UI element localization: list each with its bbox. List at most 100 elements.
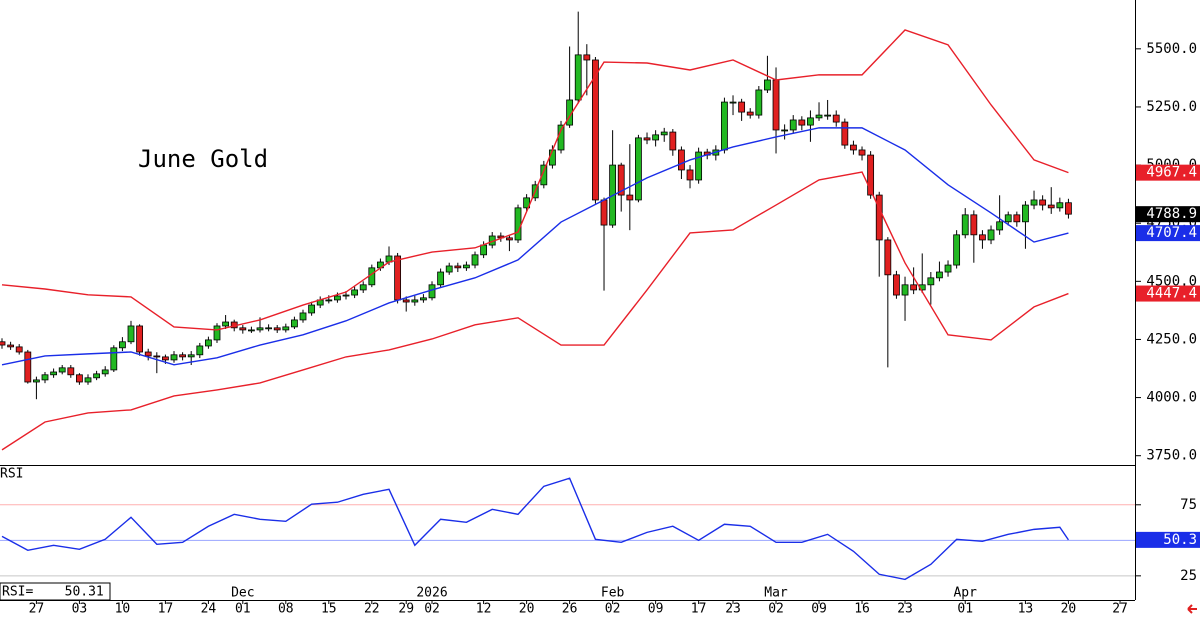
candle-body [755, 89, 763, 116]
candle-body [1039, 199, 1047, 206]
x-tick-label: 10 [115, 602, 131, 617]
x-tick-label: 13 [1018, 602, 1034, 617]
candle-body [643, 137, 651, 141]
value-label-box [1136, 285, 1200, 302]
candle-body [239, 327, 247, 331]
candle-body [480, 244, 488, 256]
candle-body [875, 194, 883, 241]
value-label: 4447.4 [1146, 286, 1197, 302]
x-tick-label: 27 [29, 602, 45, 617]
candle-body [583, 54, 591, 61]
candle-body [24, 351, 32, 383]
candle-body [961, 214, 969, 236]
candle-body [781, 129, 789, 132]
candle-body [832, 114, 840, 123]
value-label-box [1136, 225, 1200, 242]
candle-body [222, 321, 230, 327]
candle-body [1056, 202, 1064, 209]
rsi-readout: RSI= 50.31 [2, 585, 104, 600]
candle-body [600, 199, 608, 226]
candle-body [721, 101, 728, 151]
x-tick-label: 27 [1112, 602, 1128, 617]
candle-body [953, 234, 961, 266]
candle-body [901, 284, 909, 296]
candle-body [76, 374, 83, 383]
candle-body [850, 144, 857, 151]
candle-body [402, 299, 410, 303]
month-label: Feb [601, 586, 625, 601]
candle-body [334, 295, 341, 301]
candle-body [213, 325, 221, 341]
y-tick-label: 4500.0 [1146, 273, 1197, 289]
value-label: 4967.4 [1146, 165, 1197, 181]
candle-body [695, 151, 703, 181]
candle-body [308, 304, 316, 314]
candle-body [282, 326, 290, 331]
candle-body [617, 164, 625, 196]
candle-body [179, 354, 187, 358]
candle-body [196, 345, 204, 356]
rsi-title: RSI [0, 467, 23, 482]
candle-body [936, 271, 943, 279]
month-label: Dec [231, 586, 254, 601]
candle-body [1030, 199, 1038, 206]
x-tick-label: 26 [562, 602, 578, 617]
candle-body [506, 237, 513, 241]
month-label: Apr [953, 586, 977, 601]
candle-body [660, 131, 668, 136]
candle-body [626, 194, 634, 201]
candle-body [858, 149, 866, 156]
x-tick-label: 15 [321, 602, 337, 617]
candle-body [910, 284, 918, 291]
candle-body [411, 299, 419, 303]
candle-body [144, 351, 152, 357]
x-tick-label: 16 [854, 602, 870, 617]
candle-body [445, 265, 453, 273]
x-tick-label: 09 [648, 602, 664, 617]
x-tick-label: 02 [768, 602, 784, 617]
candle-body [893, 274, 900, 296]
candle-body [824, 114, 832, 117]
candle-body [67, 367, 75, 376]
candle-body [1013, 214, 1021, 223]
y-tick-label: 3750.0 [1146, 448, 1197, 464]
candle-body [437, 271, 445, 286]
x-tick-label: 17 [691, 602, 707, 617]
readout-box [0, 582, 111, 601]
line-series [1, 29, 1069, 331]
candle-body [592, 59, 599, 201]
x-tick-label: 01 [235, 602, 251, 617]
candle-body [738, 101, 746, 113]
candle-body [764, 79, 771, 91]
line-series [1, 477, 1070, 581]
candle-body [58, 367, 66, 373]
x-tick-label: 03 [72, 602, 88, 617]
candle-body [325, 299, 333, 302]
candle-body [669, 131, 677, 151]
month-label: Mar [764, 586, 788, 601]
candle-body [342, 294, 350, 297]
x-tick-label: 24 [201, 602, 217, 617]
candle-body [187, 354, 195, 358]
candle-body [15, 346, 23, 353]
x-tick-label: 02 [424, 602, 440, 617]
value-label: 4707.4 [1146, 225, 1197, 241]
candle-body [248, 329, 255, 332]
candle-body [987, 229, 995, 241]
y-tick-label: 5250.0 [1146, 99, 1197, 115]
value-label-box [1136, 206, 1200, 223]
value-label-box [1136, 531, 1200, 548]
candle-body [7, 344, 15, 348]
candle-body [93, 373, 101, 379]
candle-body [41, 374, 49, 381]
candle-body [979, 234, 986, 241]
candle-body [944, 264, 952, 273]
candle-body [549, 149, 556, 166]
candle-body [394, 255, 402, 301]
candle-body [970, 214, 978, 236]
x-tick-label: 12 [476, 602, 492, 617]
candle-body [789, 119, 797, 131]
candle-body [884, 239, 892, 276]
candle-body [170, 354, 178, 361]
